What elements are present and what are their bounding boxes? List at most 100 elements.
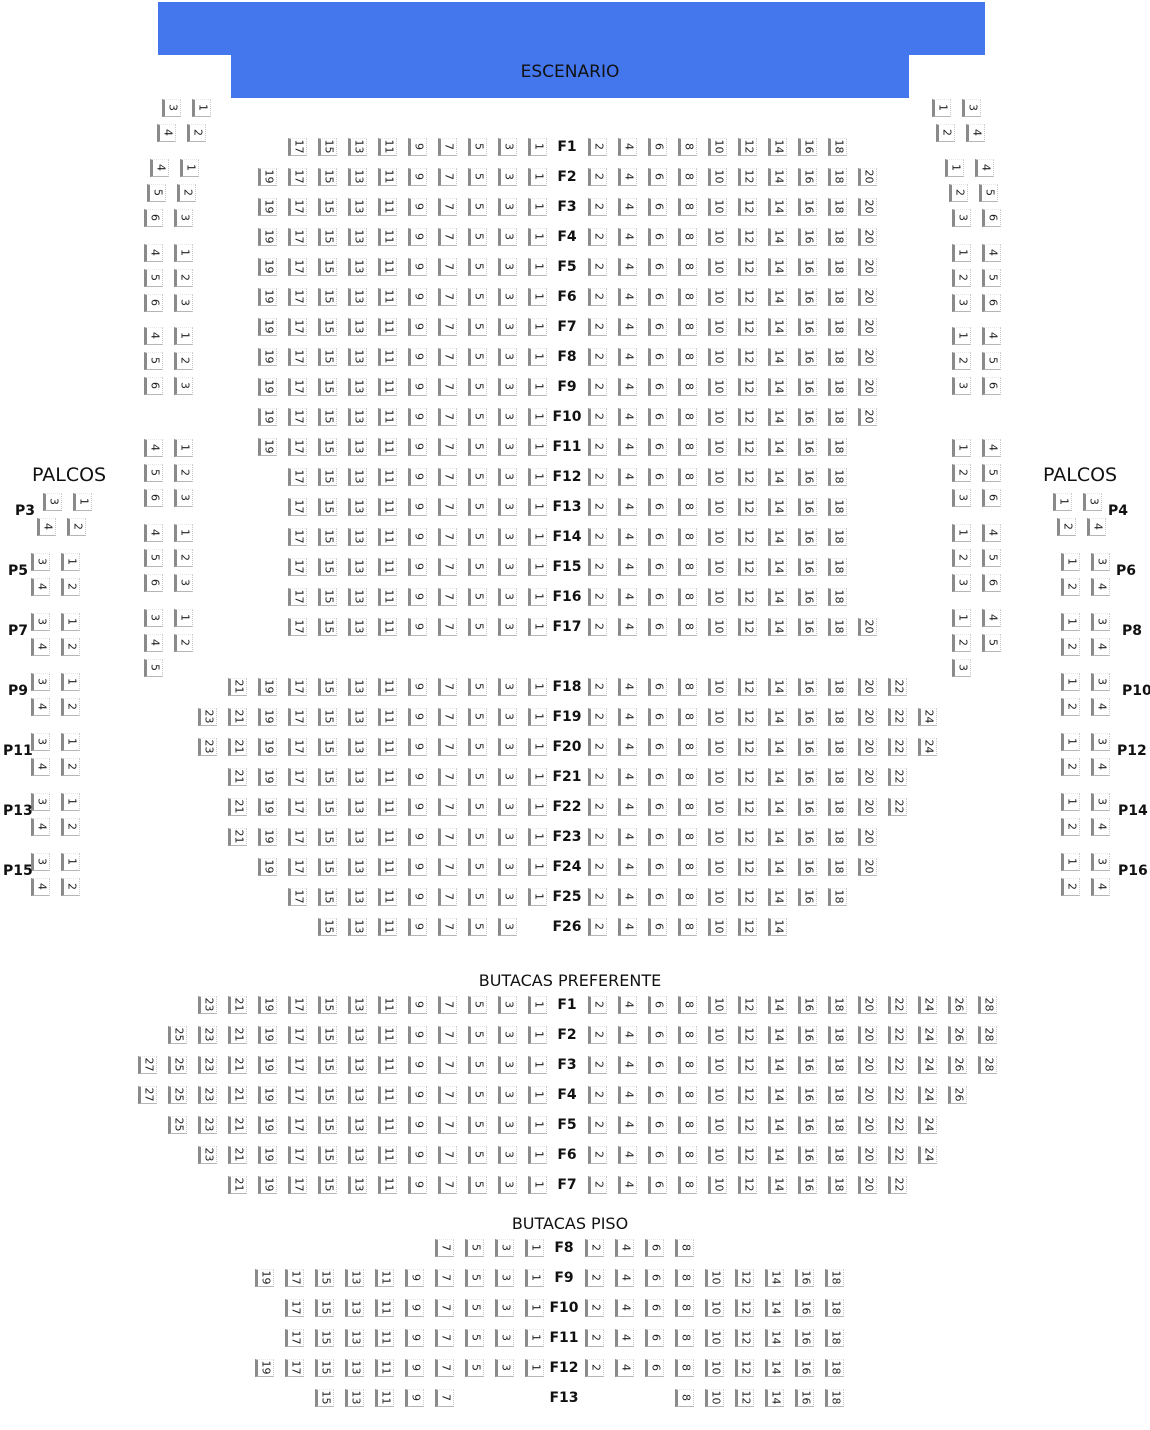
seat-F17-5[interactable]: 5 [468,618,487,636]
seat-F5-22[interactable]: 22 [888,1116,907,1134]
seat-F10-4[interactable]: 4 [618,408,637,426]
seat-F7-18[interactable]: 18 [828,1176,847,1194]
side-seat-left[interactable]: 4 [144,439,163,457]
seat-F3-18[interactable]: 18 [828,198,847,216]
seat-F11-2[interactable]: 2 [588,438,607,456]
seat-F2-12[interactable]: 12 [738,1026,757,1044]
seat-F14-16[interactable]: 16 [798,528,817,546]
seat-F2-1[interactable]: 1 [528,168,547,186]
seat-F4-11[interactable]: 11 [378,228,397,246]
seat-F20-24[interactable]: 24 [918,738,937,756]
seat-F1-6[interactable]: 6 [648,996,667,1014]
side-seat-right[interactable]: 6 [982,489,1001,507]
seat-F9-12[interactable]: 12 [735,1269,754,1287]
seat-F1-26[interactable]: 26 [948,996,967,1014]
seat-F5-13[interactable]: 13 [348,1116,367,1134]
side-seat-left[interactable]: 4 [144,634,163,652]
seat-F8-17[interactable]: 17 [288,348,307,366]
seat-F2-3[interactable]: 3 [498,1026,517,1044]
seat-F3-23[interactable]: 23 [198,1056,217,1074]
seat-F3-7[interactable]: 7 [438,1056,457,1074]
seat-F24-7[interactable]: 7 [438,858,457,876]
seat-F13-13[interactable]: 13 [348,498,367,516]
seat-F4-19[interactable]: 19 [258,228,277,246]
seat-F2-15[interactable]: 15 [318,168,337,186]
seat-F7-20[interactable]: 20 [858,318,877,336]
seat-F9-17[interactable]: 17 [288,378,307,396]
palco-seat-P8[interactable]: 2 [1061,638,1080,656]
side-seat-right[interactable]: 6 [982,209,1001,227]
seat-F22-22[interactable]: 22 [888,798,907,816]
seat-F12-18[interactable]: 18 [828,468,847,486]
seat-F20-16[interactable]: 16 [798,738,817,756]
seat-F3-3[interactable]: 3 [498,1056,517,1074]
seat-F2-14[interactable]: 14 [768,168,787,186]
seat-F1-22[interactable]: 22 [888,996,907,1014]
seat-F17-4[interactable]: 4 [618,618,637,636]
seat-F26-4[interactable]: 4 [618,918,637,936]
seat-F19-5[interactable]: 5 [468,708,487,726]
seat-F10-2[interactable]: 2 [585,1299,604,1317]
seat-F9-11[interactable]: 11 [378,378,397,396]
seat-F4-3[interactable]: 3 [498,1086,517,1104]
seat-F5-7[interactable]: 7 [438,1116,457,1134]
seat-F25-5[interactable]: 5 [468,888,487,906]
seat-F1-11[interactable]: 11 [378,996,397,1014]
side-seat-right[interactable]: 5 [982,549,1001,567]
side-seat-left[interactable]: 3 [174,489,193,507]
palco-seat-P15[interactable]: 2 [61,878,80,896]
seat-F4-16[interactable]: 16 [798,228,817,246]
seat-F7-14[interactable]: 14 [768,318,787,336]
seat-F20-10[interactable]: 10 [708,738,727,756]
seat-F7-13[interactable]: 13 [348,318,367,336]
seat-F7-11[interactable]: 11 [378,318,397,336]
seat-F22-15[interactable]: 15 [318,798,337,816]
seat-F13-18[interactable]: 18 [828,498,847,516]
seat-F7-12[interactable]: 12 [738,318,757,336]
seat-F4-9[interactable]: 9 [408,1086,427,1104]
seat-F15-1[interactable]: 1 [528,558,547,576]
seat-F5-3[interactable]: 3 [498,258,517,276]
palco-seat-P5[interactable]: 1 [61,553,80,571]
seat-F12-4[interactable]: 4 [618,468,637,486]
side-seat-left[interactable]: 4 [150,159,169,177]
seat-F20-21[interactable]: 21 [228,738,247,756]
palco-seat-P16[interactable]: 3 [1091,853,1110,871]
palco-seat-P6[interactable]: 4 [1091,578,1110,596]
seat-F5-23[interactable]: 23 [198,1116,217,1134]
seat-F13-12[interactable]: 12 [735,1389,754,1407]
palco-seat-P15[interactable]: 4 [31,878,50,896]
side-seat-left[interactable]: 2 [174,634,193,652]
seat-F20-1[interactable]: 1 [528,738,547,756]
seat-F21-8[interactable]: 8 [678,768,697,786]
side-seat-left[interactable]: 2 [177,184,196,202]
seat-F25-17[interactable]: 17 [288,888,307,906]
seat-F5-3[interactable]: 3 [498,1116,517,1134]
palco-seat-P8[interactable]: 1 [1061,613,1080,631]
seat-F26-5[interactable]: 5 [468,918,487,936]
seat-F5-20[interactable]: 20 [858,1116,877,1134]
seat-F25-10[interactable]: 10 [708,888,727,906]
seat-F25-6[interactable]: 6 [648,888,667,906]
seat-F10-15[interactable]: 15 [318,408,337,426]
seat-F19-17[interactable]: 17 [288,708,307,726]
palco-seat-P13[interactable]: 1 [61,793,80,811]
palco-seat-P9[interactable]: 2 [61,698,80,716]
seat-F16-9[interactable]: 9 [408,588,427,606]
palco-seat-P14[interactable]: 4 [1091,818,1110,836]
seat-F14-12[interactable]: 12 [738,528,757,546]
seat-F19-12[interactable]: 12 [738,708,757,726]
seat-F21-20[interactable]: 20 [858,768,877,786]
palco-seat-P3[interactable]: 4 [37,518,56,536]
seat-F21-2[interactable]: 2 [588,768,607,786]
seat-F22-1[interactable]: 1 [528,798,547,816]
seat-F25-11[interactable]: 11 [378,888,397,906]
palco-seat-P4[interactable]: 1 [1053,493,1072,511]
seat-F14-8[interactable]: 8 [678,528,697,546]
palco-seat-P3[interactable]: 2 [67,518,86,536]
seat-F4-1[interactable]: 1 [528,228,547,246]
seat-F5-16[interactable]: 16 [798,258,817,276]
seat-F7-14[interactable]: 14 [768,1176,787,1194]
seat-F4-23[interactable]: 23 [198,1086,217,1104]
seat-F5-18[interactable]: 18 [828,258,847,276]
